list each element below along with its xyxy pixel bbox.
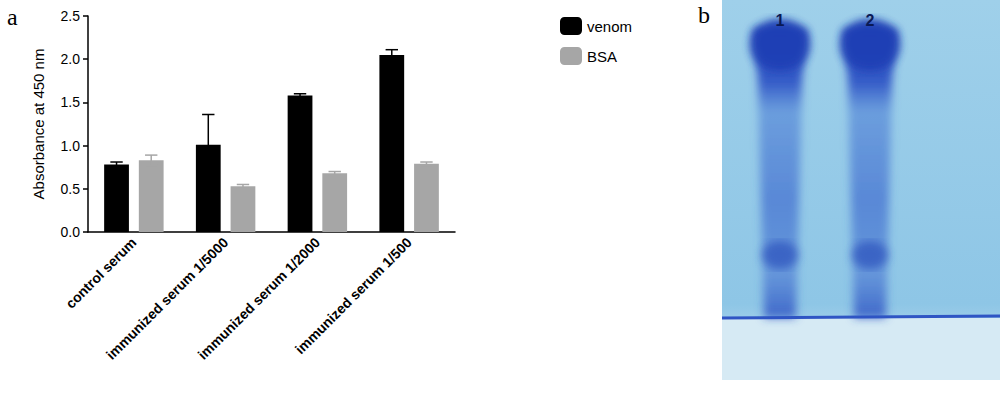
svg-text:Absorbance at 450 nm: Absorbance at 450 nm — [30, 49, 47, 200]
svg-text:1.0: 1.0 — [61, 138, 81, 154]
svg-text:2.0: 2.0 — [61, 51, 81, 67]
svg-text:immunized serum 1/2000: immunized serum 1/2000 — [194, 234, 323, 363]
svg-text:control serum: control serum — [62, 234, 139, 311]
svg-text:1: 1 — [776, 12, 785, 29]
svg-text:BSA: BSA — [587, 48, 617, 65]
svg-text:2: 2 — [866, 12, 875, 29]
svg-text:0.0: 0.0 — [61, 224, 81, 240]
svg-text:2.5: 2.5 — [61, 8, 81, 24]
svg-text:immunized serum 1/500: immunized serum 1/500 — [292, 234, 415, 357]
svg-text:venom: venom — [587, 18, 632, 35]
html-text:b: b — [698, 2, 710, 28]
svg-text:a: a — [7, 4, 18, 30]
svg-text:1.5: 1.5 — [61, 94, 81, 110]
svg-text:0.5: 0.5 — [61, 181, 81, 197]
svg-text:immunized serum 1/5000: immunized serum 1/5000 — [102, 234, 232, 363]
